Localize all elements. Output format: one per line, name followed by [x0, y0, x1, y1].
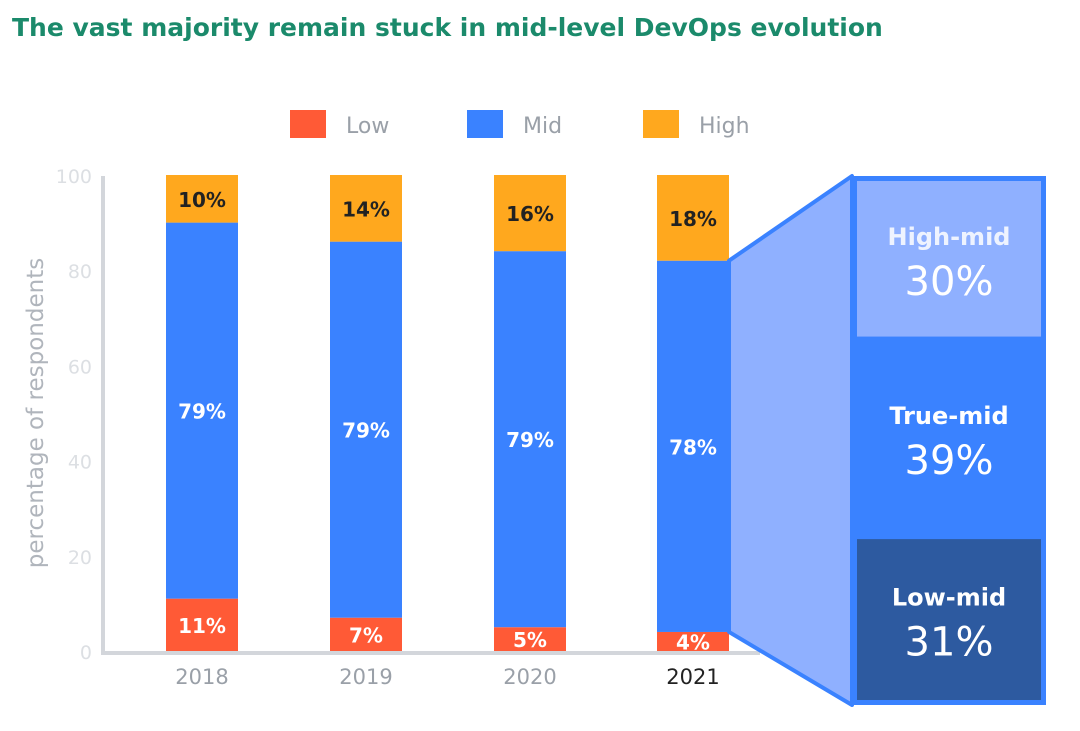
x-tick-label: 2020 [503, 665, 556, 689]
bar-label-mid: 79% [342, 419, 390, 443]
x-tick-label: 2019 [339, 665, 392, 689]
segment-name-true-mid: True-mid [889, 402, 1008, 430]
y-tick-label: 60 [68, 356, 92, 378]
x-tick-label: 2018 [175, 665, 228, 689]
legend-label-mid: Mid [523, 114, 562, 139]
bar-low-2019 [330, 617, 402, 651]
segment-high-mid [857, 181, 1041, 337]
bar-mid-2021 [657, 260, 729, 632]
y-tick-label: 0 [80, 642, 92, 664]
bar-low-2021 [657, 631, 729, 651]
bar-label-low: 5% [513, 628, 547, 652]
legend-swatch-mid [467, 110, 503, 138]
bar-label-mid: 79% [506, 428, 554, 452]
bar-label-high: 14% [342, 197, 390, 221]
bar-low-2020 [494, 627, 566, 651]
legend-label-high: High [699, 114, 750, 139]
bar-label-high: 10% [178, 188, 226, 212]
bar-high-2019 [330, 175, 402, 242]
chart-title: The vast majority remain stuck in mid-le… [12, 13, 883, 42]
axes: 0 20 40 60 80 100 percentage of respondents 201… [23, 166, 760, 689]
segment-name-high-mid: High-mid [888, 223, 1011, 251]
bar-label-high: 16% [506, 202, 554, 226]
bars: 11% 79% 10% 7% 79% 14% 5% 79% 16% 4% 78% 18% [166, 175, 729, 654]
y-axis-label: percentage of respondents [23, 258, 49, 568]
segment-value-high-mid: 30% [905, 259, 994, 305]
connector-funnel [727, 174, 854, 707]
bar-label-low: 7% [349, 623, 383, 647]
y-tick-label: 80 [68, 261, 92, 283]
segment-true-mid [857, 336, 1041, 540]
legend-swatch-high [643, 110, 679, 138]
legend: Low Mid High [290, 110, 750, 139]
bar-high-2018 [166, 175, 238, 223]
segment-name-low-mid: Low-mid [892, 584, 1006, 612]
segment-low-mid [857, 539, 1041, 700]
bar-mid-2019 [330, 241, 402, 618]
y-tick-label: 20 [68, 547, 92, 569]
bar-mid-2018 [166, 222, 238, 599]
bar-label-mid: 78% [669, 435, 717, 459]
bar-label-low: 4% [676, 630, 710, 654]
bar-high-2021 [657, 175, 729, 261]
bar-label-mid: 79% [178, 400, 226, 424]
bar-label-low: 11% [178, 614, 226, 638]
legend-swatch-low [290, 110, 326, 138]
bar-high-2020 [494, 175, 566, 252]
segment-value-true-mid: 39% [905, 438, 994, 484]
x-tick-label: 2021 [666, 665, 719, 689]
legend-label-low: Low [346, 114, 389, 139]
y-tick-label: 100 [56, 166, 92, 188]
segment-value-low-mid: 31% [905, 620, 994, 666]
y-tick-label: 40 [68, 452, 92, 474]
bar-low-2018 [166, 598, 238, 651]
bar-mid-2020 [494, 251, 566, 628]
breakdown-inset: High-mid 30% True-mid 39% Low-mid 31% [727, 174, 1046, 707]
bar-label-high: 18% [669, 207, 717, 231]
